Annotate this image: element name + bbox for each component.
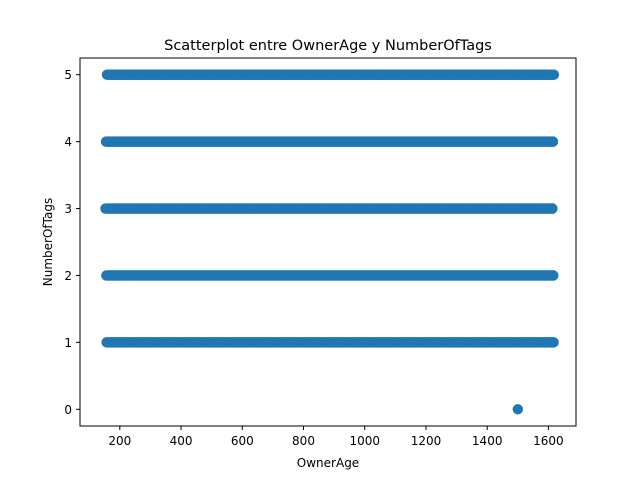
plot-frame (79, 57, 577, 427)
x-axis-label: OwnerAge (297, 456, 359, 470)
data-point (547, 136, 559, 147)
x-tick-label: 600 (231, 434, 254, 448)
x-tick-label: 1200 (411, 434, 442, 448)
y-tick-label: 4 (64, 135, 72, 149)
point-band-1 (101, 337, 559, 348)
chart-title: Scatterplot entre OwnerAge y NumberOfTag… (164, 38, 492, 54)
y-tick-label: 0 (64, 403, 72, 417)
x-tick-label: 800 (292, 434, 315, 448)
x-tick-label: 1600 (533, 434, 564, 448)
x-tick-label: 200 (108, 434, 131, 448)
y-tick-label: 5 (64, 68, 72, 82)
point-band-3 (100, 203, 558, 214)
data-point (547, 203, 558, 214)
x-tick-label: 1000 (349, 434, 380, 448)
data-point (548, 69, 560, 80)
y-tick-label: 3 (64, 202, 72, 216)
point-band-4 (100, 136, 559, 147)
x-tick-label: 1400 (472, 434, 503, 448)
point-band-5 (101, 69, 560, 80)
scatter-marks (100, 69, 560, 415)
point-band-2 (101, 270, 559, 281)
y-tick-label: 1 (64, 336, 72, 350)
y-tick-label: 2 (64, 269, 72, 283)
y-axis: 0 1 2 3 4 5 (64, 68, 80, 417)
data-point (548, 270, 559, 281)
x-axis: 200 400 600 800 1000 1200 1400 1600 (108, 426, 564, 448)
data-point (548, 337, 559, 348)
data-point (512, 404, 524, 415)
y-axis-label: NumberOfTags (41, 198, 55, 286)
x-tick-label: 400 (170, 434, 193, 448)
